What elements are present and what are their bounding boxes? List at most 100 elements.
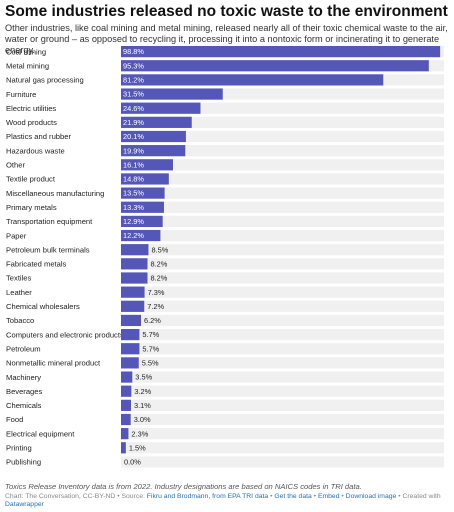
bar-track bbox=[121, 215, 444, 227]
bar-track bbox=[121, 428, 444, 440]
bar-track bbox=[121, 229, 444, 242]
bar bbox=[121, 272, 148, 284]
bar bbox=[121, 102, 201, 114]
value-label: 6.2% bbox=[144, 316, 161, 325]
bar bbox=[121, 385, 132, 397]
value-label: 21.9% bbox=[123, 118, 144, 127]
category-label: Wood products bbox=[6, 118, 57, 127]
bar-track bbox=[121, 130, 444, 143]
category-label: Petroleum bbox=[6, 344, 41, 353]
bar bbox=[121, 116, 192, 128]
bar bbox=[121, 399, 132, 411]
bar-track bbox=[121, 357, 444, 369]
category-label: Hazardous waste bbox=[6, 146, 65, 155]
bar bbox=[121, 244, 149, 256]
bar-track bbox=[121, 314, 444, 327]
bar-track bbox=[121, 371, 444, 383]
bar-track bbox=[121, 258, 444, 270]
value-label: 12.9% bbox=[123, 217, 144, 226]
bar bbox=[121, 145, 186, 157]
category-label: Printing bbox=[6, 444, 32, 453]
datawrapper-link[interactable]: Datawrapper bbox=[5, 501, 44, 509]
value-label: 8.2% bbox=[150, 274, 167, 283]
footer-prefix: Chart: The Conversation, CC-BY-ND • Sour… bbox=[5, 493, 147, 500]
category-label: Nonmetallic mineral product bbox=[6, 359, 101, 368]
category-label: Textile product bbox=[6, 175, 56, 184]
bar bbox=[121, 258, 148, 270]
bar bbox=[121, 428, 129, 440]
category-label: Computers and electronic products bbox=[6, 330, 124, 339]
bar-track bbox=[121, 399, 444, 411]
value-label: 24.6% bbox=[123, 104, 144, 113]
category-label: Leather bbox=[6, 288, 32, 297]
bar bbox=[121, 314, 142, 327]
category-label: Petroleum bulk terminals bbox=[6, 245, 90, 254]
value-label: 3.0% bbox=[134, 415, 151, 424]
value-label: 7.3% bbox=[148, 288, 165, 297]
bar bbox=[121, 130, 186, 143]
bar-track bbox=[121, 456, 444, 468]
bar-track bbox=[121, 343, 444, 355]
value-label: 81.2% bbox=[123, 76, 144, 85]
download-image-link[interactable]: Download image bbox=[345, 493, 397, 500]
value-label: 8.5% bbox=[151, 245, 168, 254]
category-label: Electric utilities bbox=[6, 104, 56, 113]
value-label: 14.8% bbox=[123, 175, 144, 184]
value-label: 13.3% bbox=[123, 203, 144, 212]
bar-track bbox=[121, 272, 444, 284]
bar-track bbox=[121, 201, 444, 213]
category-label: Miscellaneous manufacturing bbox=[6, 189, 104, 198]
bar bbox=[121, 46, 441, 58]
bar bbox=[121, 357, 139, 369]
bar bbox=[121, 413, 131, 426]
value-label: 8.2% bbox=[150, 259, 167, 268]
bar bbox=[121, 343, 140, 355]
value-label: 0.0% bbox=[124, 458, 141, 467]
bar-track bbox=[121, 102, 444, 114]
value-label: 13.5% bbox=[123, 189, 144, 198]
value-label: 5.7% bbox=[142, 344, 159, 353]
bar bbox=[121, 371, 133, 383]
footer-sep: • bbox=[311, 493, 318, 500]
category-label: Furniture bbox=[6, 90, 36, 99]
category-label: Natural gas processing bbox=[6, 76, 84, 85]
value-label: 16.1% bbox=[123, 160, 144, 169]
category-label: Metal mining bbox=[6, 61, 49, 70]
category-label: Other bbox=[6, 161, 25, 170]
value-label: 2.3% bbox=[131, 429, 148, 438]
bar bbox=[121, 187, 165, 199]
bar bbox=[121, 215, 163, 227]
bar bbox=[121, 173, 169, 185]
chart-title: Some industries released no toxic waste … bbox=[5, 3, 448, 20]
footer-sep: • bbox=[268, 493, 275, 500]
embed-link[interactable]: Embed bbox=[317, 493, 340, 500]
value-label: 3.5% bbox=[135, 373, 152, 382]
category-label: Primary metals bbox=[6, 203, 57, 212]
bar-track bbox=[121, 173, 444, 185]
category-label: Tobacco bbox=[6, 316, 34, 325]
bar bbox=[121, 229, 161, 242]
category-label: Paper bbox=[6, 231, 27, 240]
bar bbox=[121, 329, 140, 341]
bar bbox=[121, 442, 126, 454]
category-label: Electrical equipment bbox=[6, 429, 75, 438]
category-label: Chemical wholesalers bbox=[6, 302, 80, 311]
category-label: Food bbox=[6, 415, 23, 424]
bar-track bbox=[121, 187, 444, 199]
get-data-link[interactable]: Get the data bbox=[274, 493, 312, 500]
chart-subtitle: Other industries, like coal mining and m… bbox=[5, 23, 448, 56]
bar-track bbox=[121, 300, 444, 312]
bar-track bbox=[121, 145, 444, 157]
value-label: 5.5% bbox=[142, 359, 159, 368]
value-label: 3.2% bbox=[134, 387, 151, 396]
category-label: Coal mining bbox=[6, 47, 46, 56]
category-label: Transportation equipment bbox=[6, 217, 93, 226]
value-label: 19.9% bbox=[123, 146, 144, 155]
category-label: Fabricated metals bbox=[6, 260, 67, 269]
value-label: 5.7% bbox=[142, 330, 159, 339]
source-link[interactable]: Fikru and Brodmann, from EPA TRI data bbox=[146, 493, 269, 500]
bar bbox=[121, 286, 145, 298]
bar bbox=[121, 300, 145, 312]
category-label: Plastics and rubber bbox=[6, 132, 71, 141]
